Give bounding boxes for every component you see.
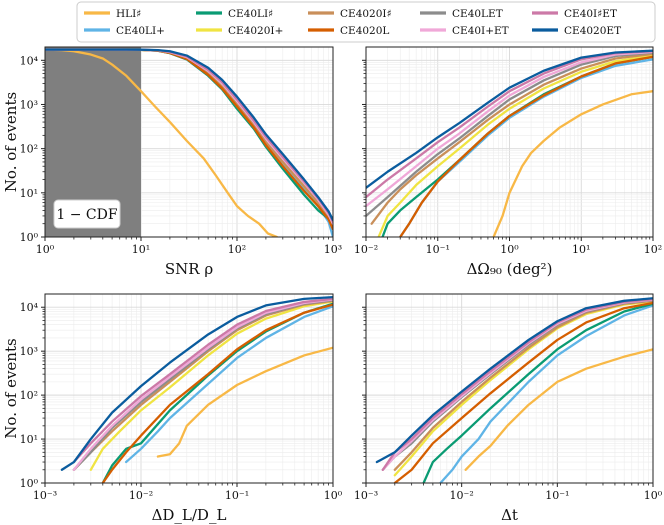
snr-series [45, 48, 333, 237]
snr-ytick-label: 10⁰ [20, 231, 39, 244]
t-series-0 [464, 348, 653, 471]
dl-ylabel: No. of events [2, 338, 20, 438]
snr-ytick-label: 10¹ [20, 187, 38, 200]
snr-xtick-label: 10¹ [132, 243, 150, 256]
snr-series-0 [45, 48, 278, 237]
panel-snr: 1 − CDF 10⁰ 10¹ 10² 10³ 10⁰ 10¹ 10² 10³ 10⁴ SNR ρ N… [2, 46, 342, 278]
t-series-9 [375, 297, 653, 464]
snr-annotation-box [53, 199, 121, 229]
omega-series-6 [366, 51, 653, 218]
omega-xlabel: ΔΩ₉₀ (deg²) [467, 260, 553, 278]
snr-series-9 [45, 48, 333, 222]
dl-series-5 [101, 303, 333, 483]
dl-frame [44, 293, 334, 484]
legend-label-2: CE40LI♯ [228, 8, 273, 20]
t-series-8 [381, 298, 653, 471]
dl-series-9 [60, 295, 333, 471]
snr-frame [44, 46, 334, 238]
legend-label-3: CE4020I+ [228, 25, 283, 37]
t-series-5 [393, 301, 653, 483]
dl-xtick-label: 10⁻³ [33, 489, 57, 502]
omega-series-8 [366, 50, 653, 199]
snr-xtick-label: 10⁰ [36, 243, 55, 256]
dl-series-8 [72, 297, 333, 464]
t-series [375, 297, 653, 483]
snr-ylabel: No. of events [2, 92, 20, 192]
snr-xlabel: SNR ρ [165, 260, 213, 278]
omega-series-3 [377, 54, 653, 237]
dl-ytick-label: 10² [20, 389, 38, 402]
panel-omega: 10⁻² 10⁻¹ 10⁰ 10¹ 10² ΔΩ₉₀ (deg²) [354, 46, 662, 278]
panel-t: 10⁻³ 10⁻² 10⁻¹ 10⁰ Δt [354, 293, 663, 524]
dl-xtick-label: 10⁰ [324, 489, 343, 502]
dl-series-3 [89, 300, 333, 471]
dl-ytick-label: 10¹ [20, 433, 38, 446]
omega-xtick-label: 10¹ [572, 243, 590, 256]
omega-grid [366, 47, 653, 237]
t-xtick-label: 10⁻³ [354, 489, 378, 502]
legend: HLI♯ CE40LI+ CE40LI♯ CE4020I+ CE4020I♯ CE4020… [76, 1, 656, 43]
omega-series-9 [366, 49, 653, 189]
snr-annotation-text: 1 − CDF [56, 207, 117, 223]
snr-ytick-label: 10² [20, 143, 38, 156]
omega-series-7 [366, 50, 653, 208]
t-xtick-label: 10⁻¹ [545, 489, 569, 502]
legend-label-4: CE4020I♯ [340, 8, 392, 20]
snr-ytick-label: 10³ [20, 98, 38, 111]
omega-series [366, 49, 653, 237]
legend-label-9: CE4020ET [564, 25, 621, 37]
t-series-2 [422, 302, 653, 483]
snr-ytick-label: 10⁴ [20, 54, 39, 67]
panel-dl: 10⁻³ 10⁻² 10⁻¹ 10⁰ 10⁰ 10¹ 10² 10³ 10⁴ ΔD_L/D_L No… [2, 293, 343, 524]
snr-xtick-label: 10³ [324, 243, 342, 256]
dl-series-1 [124, 305, 333, 464]
omega-xtick-label: 10² [644, 243, 662, 256]
t-xlabel: Δt [501, 506, 518, 524]
t-xtick-label: 10⁻² [450, 489, 474, 502]
omega-series-4 [370, 52, 653, 225]
t-frame [365, 293, 654, 484]
dl-ytick-label: 10⁴ [20, 301, 39, 314]
omega-xtick-label: 10⁻² [354, 243, 378, 256]
dl-ytick-label: 10³ [20, 345, 38, 358]
legend-label-0: HLI♯ [116, 8, 141, 20]
omega-xtick-label: 10⁰ [500, 243, 519, 256]
legend-label-6: CE40LET [452, 8, 503, 20]
dl-xtick-label: 10⁻¹ [225, 489, 249, 502]
t-series-1 [439, 304, 653, 483]
omega-series-0 [492, 90, 653, 237]
legend-label-8: CE40I♯ET [564, 8, 617, 20]
legend-label-1: CE40LI+ [116, 25, 165, 37]
t-xtick-label: 10⁰ [644, 489, 663, 502]
snr-xtick-label: 10² [228, 243, 246, 256]
omega-series-5 [399, 55, 653, 237]
dl-series [60, 295, 333, 483]
dl-xtick-label: 10⁻² [129, 489, 153, 502]
legend-label-5: CE4020L [340, 25, 389, 37]
omega-xtick-label: 10⁻¹ [426, 243, 450, 256]
dl-xlabel: ΔD_L/D_L [152, 506, 227, 524]
legend-label-7: CE40I+ET [452, 25, 509, 37]
dl-ytick-label: 10⁰ [20, 477, 39, 490]
dl-series-0 [156, 346, 333, 458]
dl-series-7 [72, 298, 333, 471]
